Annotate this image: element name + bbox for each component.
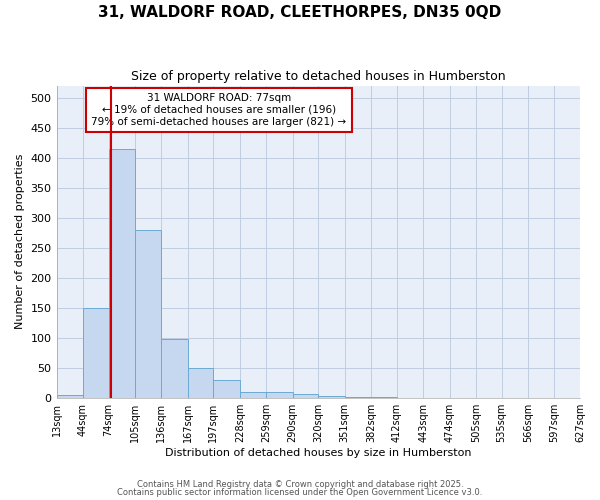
Text: 31 WALDORF ROAD: 77sqm
← 19% of detached houses are smaller (196)
79% of semi-de: 31 WALDORF ROAD: 77sqm ← 19% of detached… <box>91 94 346 126</box>
X-axis label: Distribution of detached houses by size in Humberston: Distribution of detached houses by size … <box>165 448 472 458</box>
Text: Contains HM Land Registry data © Crown copyright and database right 2025.: Contains HM Land Registry data © Crown c… <box>137 480 463 489</box>
Text: 31, WALDORF ROAD, CLEETHORPES, DN35 0QD: 31, WALDORF ROAD, CLEETHORPES, DN35 0QD <box>98 5 502 20</box>
Bar <box>214 380 240 398</box>
Bar <box>135 230 161 398</box>
Bar <box>240 392 266 398</box>
Bar <box>293 394 318 398</box>
Bar <box>161 340 188 398</box>
Bar <box>56 394 83 398</box>
Bar <box>83 308 109 398</box>
Y-axis label: Number of detached properties: Number of detached properties <box>15 154 25 330</box>
Bar <box>188 368 214 398</box>
Bar <box>344 396 371 398</box>
Bar <box>318 396 344 398</box>
Title: Size of property relative to detached houses in Humberston: Size of property relative to detached ho… <box>131 70 506 83</box>
Text: Contains public sector information licensed under the Open Government Licence v3: Contains public sector information licen… <box>118 488 482 497</box>
Bar <box>371 397 397 398</box>
Bar <box>266 392 293 398</box>
Bar <box>109 148 135 398</box>
